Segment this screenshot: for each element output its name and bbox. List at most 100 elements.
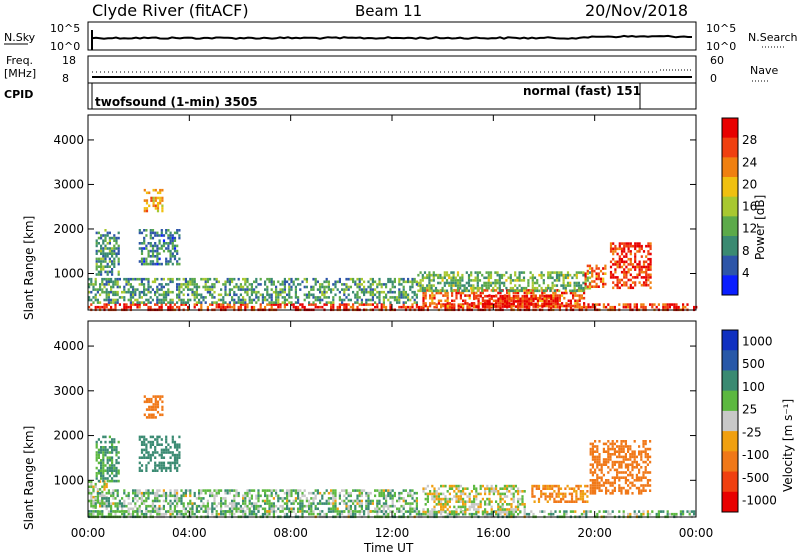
- heatmap-cell: [102, 446, 105, 449]
- colorbar-tick-label: 28: [742, 133, 757, 147]
- heatmap-cell: [132, 285, 135, 289]
- heatmap-cell: [209, 293, 212, 297]
- heatmap-cell: [512, 487, 515, 490]
- heatmap-cell: [176, 244, 179, 248]
- heatmap-cell: [297, 507, 300, 511]
- heatmap-cell: [657, 303, 660, 306]
- heatmap-cell: [564, 500, 567, 503]
- heatmap-cell: [616, 440, 619, 443]
- heatmap-cell: [616, 252, 619, 256]
- heatmap-cell: [297, 510, 300, 513]
- heatmap-cell: [402, 288, 405, 291]
- heatmap-cell: [154, 244, 157, 248]
- heatmap-cell: [266, 497, 269, 500]
- heatmap-cell: [465, 271, 468, 274]
- heatmap-cell: [514, 510, 517, 513]
- heatmap-cell: [268, 296, 271, 299]
- heatmap-cell: [195, 301, 198, 304]
- heatmap-cell: [156, 255, 159, 258]
- heatmap-cell: [198, 494, 201, 498]
- heatmap-cell: [613, 486, 616, 490]
- heatmap-cell: [616, 455, 619, 459]
- heatmap-cell: [620, 283, 624, 287]
- heatmap-cell: [165, 435, 168, 439]
- heatmap-cell: [646, 484, 649, 487]
- heatmap-cell: [369, 510, 372, 513]
- heatmap-cell: [160, 231, 163, 235]
- heatmap-cell: [624, 305, 627, 309]
- heatmap-cell: [470, 291, 473, 295]
- heatmap-cell: [457, 495, 460, 498]
- heatmap-cell: [496, 279, 499, 282]
- heatmap-cell: [297, 283, 300, 286]
- heatmap-cell: [176, 277, 179, 281]
- heatmap-cell: [385, 504, 388, 508]
- heatmap-cell: [104, 270, 107, 274]
- heatmap-cell: [437, 302, 440, 305]
- heatmap-cell: [283, 290, 286, 294]
- heatmap-cell: [88, 298, 91, 302]
- heatmap-cell: [268, 277, 271, 281]
- heatmap-cell: [200, 296, 203, 299]
- heatmap-cell: [525, 302, 529, 306]
- heatmap-cell: [629, 283, 632, 287]
- heatmap-cell: [96, 512, 99, 516]
- heatmap-cell: [570, 492, 574, 496]
- heatmap-cell: [151, 440, 155, 444]
- heatmap-cell: [470, 286, 473, 290]
- heatmap-cell: [555, 284, 559, 287]
- heatmap-cell: [310, 303, 313, 306]
- heatmap-cell: [607, 440, 610, 443]
- heatmap-cell: [233, 499, 236, 503]
- heatmap-cell: [594, 450, 597, 453]
- heatmap-cell: [611, 305, 614, 309]
- heatmap-cell: [486, 484, 489, 488]
- heatmap-cell: [514, 294, 518, 298]
- heatmap-cell: [268, 303, 271, 306]
- heatmap-cell: [332, 494, 335, 498]
- heatmap-cell: [209, 303, 212, 306]
- heatmap-cell: [443, 271, 446, 274]
- heatmap-cell: [349, 285, 352, 289]
- heatmap-cell: [279, 497, 282, 500]
- heatmap-cell: [532, 291, 535, 295]
- heatmap-cell: [421, 276, 424, 280]
- heatmap-cell: [100, 236, 103, 240]
- heatmap-cell: [136, 298, 139, 302]
- heatmap-cell: [607, 489, 610, 492]
- heatmap-cell: [404, 296, 407, 299]
- heatmap-cell: [542, 492, 545, 496]
- heatmap-cell: [283, 285, 286, 289]
- heatmap-cell: [594, 486, 597, 490]
- heatmap-cell: [583, 304, 586, 308]
- heatmap-cell: [215, 491, 218, 495]
- heatmap-cell: [487, 281, 490, 285]
- heatmap-cell: [165, 451, 168, 454]
- heatmap-cell: [94, 296, 97, 299]
- heatmap-cell: [380, 285, 383, 289]
- heatmap-cell: [106, 231, 109, 235]
- heatmap-cell: [622, 460, 625, 464]
- heatmap-cell: [531, 487, 534, 490]
- heatmap-cell: [162, 494, 165, 498]
- heatmap-cell: [220, 507, 223, 511]
- heatmap-cell: [173, 443, 177, 446]
- heatmap-cell: [178, 298, 181, 302]
- heatmap-cell: [609, 244, 613, 248]
- heatmap-cell: [481, 302, 485, 306]
- heatmap-cell: [591, 455, 594, 459]
- heatmap-cell: [149, 456, 152, 459]
- heatmap-cell: [445, 279, 449, 282]
- heatmap-cell: [319, 301, 322, 304]
- heatmap-cell: [200, 293, 203, 297]
- heatmap-cell: [400, 283, 403, 286]
- heatmap-cell: [374, 301, 377, 304]
- heatmap-cell: [475, 296, 478, 300]
- heatmap-cell: [686, 303, 689, 306]
- heatmap-cell: [365, 494, 368, 498]
- heatmap-cell: [92, 485, 95, 489]
- heatmap-cell: [552, 299, 555, 303]
- heatmap-cell: [279, 288, 282, 291]
- heatmap-cell: [209, 507, 212, 511]
